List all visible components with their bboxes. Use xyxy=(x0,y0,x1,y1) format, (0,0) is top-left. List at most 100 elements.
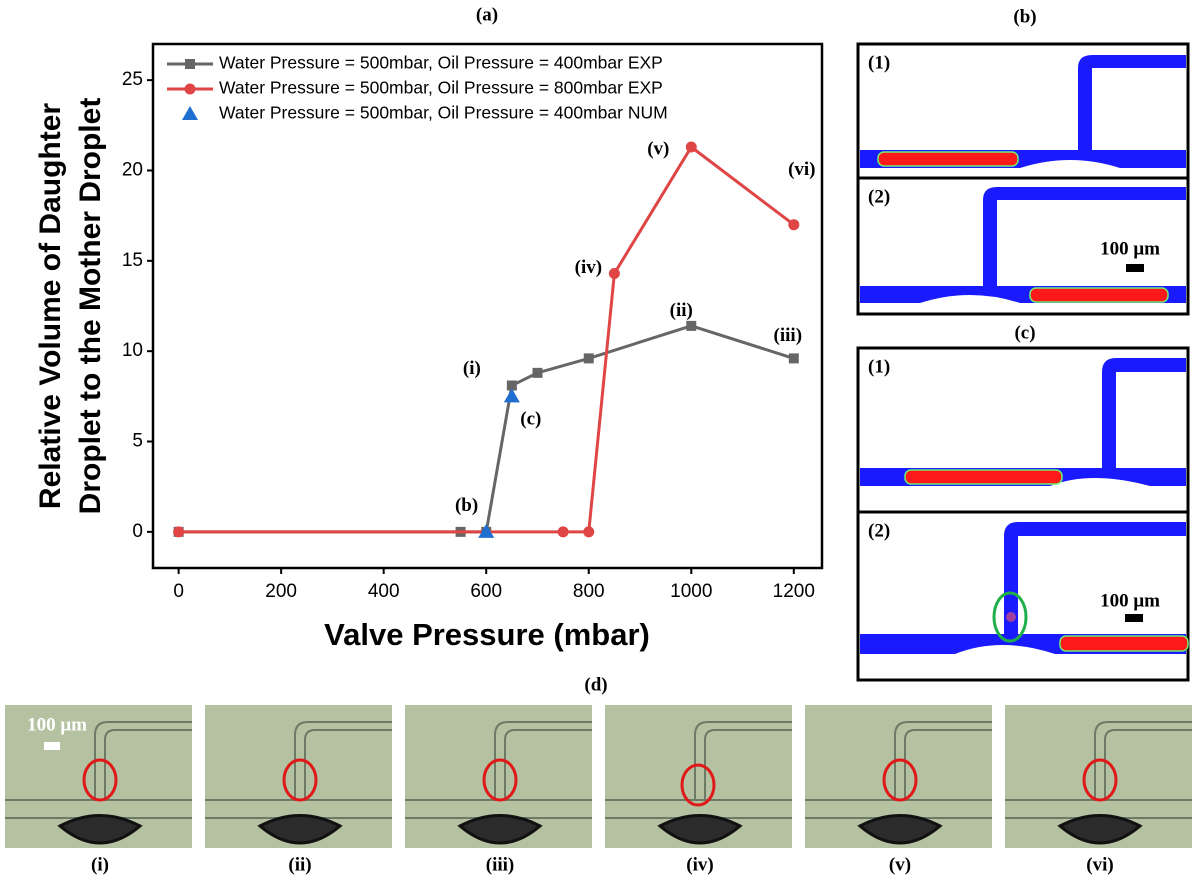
legend-label: Water Pressure = 500mbar, Oil Pressure =… xyxy=(219,53,663,73)
annotation: (iii) xyxy=(774,325,803,346)
channel xyxy=(1102,358,1186,468)
legend-label: Water Pressure = 500mbar, Oil Pressure =… xyxy=(219,103,668,123)
panel-label: (a) xyxy=(476,4,498,25)
channel xyxy=(983,187,1186,286)
y-axis-label: Droplet to the Mother Droplet xyxy=(74,98,107,515)
image-row xyxy=(5,705,1192,848)
scale-label: 100 μm xyxy=(27,714,87,735)
annotation: (i) xyxy=(463,358,481,379)
channel-wall xyxy=(494,721,592,800)
valve xyxy=(457,814,543,845)
annotation: (ii) xyxy=(670,300,693,321)
x-tick-label: 0 xyxy=(173,581,184,602)
channel-wall xyxy=(1094,721,1192,800)
legend-label: Water Pressure = 500mbar, Oil Pressure =… xyxy=(219,78,663,98)
series-line xyxy=(178,324,795,534)
series-line xyxy=(178,144,795,534)
y-tick-label: 15 xyxy=(122,250,143,271)
legend-marker xyxy=(185,59,195,69)
channel-wall xyxy=(894,721,992,800)
sim-frame: (1) xyxy=(856,42,1190,180)
droplet xyxy=(1006,612,1016,622)
annotation: (vi) xyxy=(788,159,815,180)
valve xyxy=(857,814,943,845)
droplet xyxy=(1059,635,1189,652)
highlight xyxy=(992,591,1028,643)
marker xyxy=(686,320,697,331)
frame-label: (2) xyxy=(868,186,890,207)
marker xyxy=(608,267,620,279)
x-tick-label: 600 xyxy=(470,581,502,602)
marker xyxy=(532,367,543,378)
frame-label: (2) xyxy=(868,520,890,541)
channel-wall xyxy=(694,721,792,800)
droplet xyxy=(1029,287,1169,303)
x-tick-label: 1000 xyxy=(670,581,712,602)
y-tick-label: 5 xyxy=(132,431,143,452)
marker xyxy=(788,219,800,231)
image-label: (iv) xyxy=(686,854,713,875)
valve xyxy=(1050,478,1150,486)
x-tick-label: 800 xyxy=(573,581,605,602)
channel-wall xyxy=(294,721,392,800)
panel-label: (d) xyxy=(584,674,607,695)
frame xyxy=(856,346,1190,514)
panel-label: (c) xyxy=(1014,322,1035,343)
y-tick-label: 0 xyxy=(132,521,143,542)
legend-marker xyxy=(184,83,196,95)
channel-wall xyxy=(94,721,192,800)
marker xyxy=(503,388,520,403)
y-tick-label: 20 xyxy=(122,159,143,180)
scale-label: 100 μm xyxy=(1100,590,1160,611)
marker xyxy=(583,526,595,538)
scale-bar xyxy=(1126,264,1144,272)
sim-frame: 100 μm (2) xyxy=(856,510,1190,682)
highlight xyxy=(882,758,918,802)
x-tick-label: 400 xyxy=(368,581,400,602)
sim-frame: (1) xyxy=(856,346,1190,514)
highlight xyxy=(282,758,318,802)
image-label: (i) xyxy=(91,854,109,875)
channel xyxy=(1004,522,1186,634)
image-label: (v) xyxy=(889,854,911,875)
marker xyxy=(583,353,594,364)
y-tick-label: 10 xyxy=(122,340,143,361)
highlight xyxy=(482,758,518,802)
image-label: (vi) xyxy=(1086,854,1113,875)
annotation: (c) xyxy=(520,409,541,430)
panel-label: (b) xyxy=(1013,6,1036,27)
scale-bar xyxy=(1125,614,1143,622)
annotation: (v) xyxy=(647,138,669,159)
y-axis-label: Relative Volume of Daughter xyxy=(34,103,67,510)
droplet xyxy=(877,151,1019,167)
y-tick-label: 25 xyxy=(122,69,143,90)
x-tick-label: 1200 xyxy=(773,581,815,602)
scale-bar xyxy=(44,742,60,750)
image-label: (iii) xyxy=(486,854,515,875)
frame-label: (1) xyxy=(868,52,890,73)
sim-frame: 100 μm (2) xyxy=(856,176,1190,316)
annotation: (iv) xyxy=(575,257,602,278)
valve xyxy=(920,295,1020,303)
marker xyxy=(173,526,185,538)
droplet xyxy=(904,469,1063,485)
valve xyxy=(657,814,743,845)
valve xyxy=(955,645,1055,654)
channel xyxy=(1078,55,1186,150)
x-axis-label: Valve Pressure (mbar) xyxy=(324,617,650,652)
marker xyxy=(788,353,799,364)
marker xyxy=(506,380,517,391)
highlight xyxy=(1082,758,1118,802)
valve xyxy=(257,814,343,845)
marker xyxy=(685,141,697,153)
legend-marker xyxy=(182,106,198,120)
plot-frame xyxy=(151,42,824,570)
annotation: (b) xyxy=(455,495,478,516)
valve xyxy=(1020,160,1120,168)
marker xyxy=(478,523,495,538)
valve xyxy=(1057,814,1143,845)
x-tick-label: 200 xyxy=(265,581,297,602)
frame-label: (1) xyxy=(868,356,890,377)
marker xyxy=(557,526,569,538)
